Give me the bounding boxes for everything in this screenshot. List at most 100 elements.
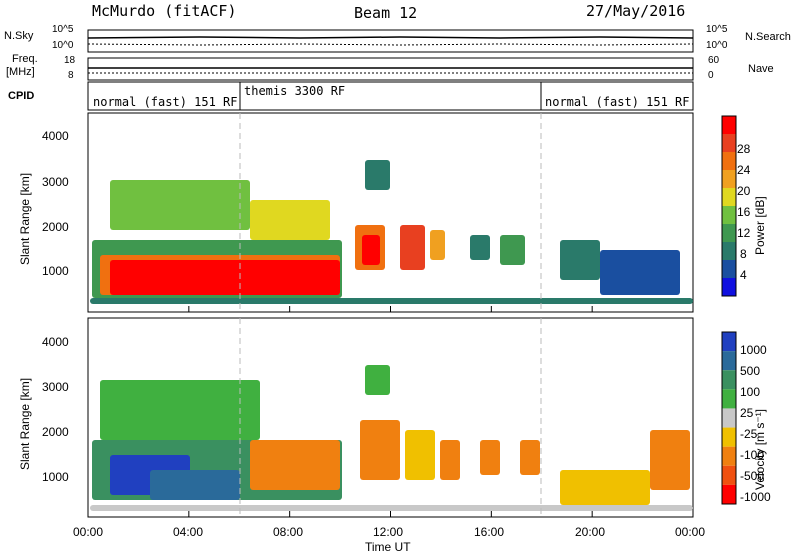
freq-panel: [87, 57, 694, 81]
power-return: [365, 160, 390, 190]
power-colorbar-swatch: [722, 206, 736, 224]
vel-cb-tick-m1000: -1000: [740, 490, 771, 504]
power-colorbar-swatch: [722, 170, 736, 188]
velocity-colorbar-frame: [721, 331, 737, 505]
velocity-colorbar-swatch: [722, 370, 736, 390]
velocity-ytick-3000: 3000: [42, 380, 69, 394]
power-ytick-4000: 4000: [42, 129, 69, 143]
vel-cb-tick-500: 500: [740, 364, 761, 378]
velocity-return: [560, 470, 650, 505]
power-ytick-2000: 2000: [42, 220, 69, 234]
power-return: [500, 235, 525, 265]
vel-cb-tick-m25: -25: [740, 427, 758, 441]
vel-cb-tick-100: 100: [740, 385, 761, 399]
power-return: [90, 298, 693, 304]
power-cb-tick-28: 28: [737, 142, 751, 156]
power-cb-tick-24: 24: [737, 163, 751, 177]
nave-label: Nave: [748, 63, 774, 75]
velocity-ylabel: Slant Range [km]: [18, 377, 32, 470]
nsky-tick-top: 10^5: [52, 24, 74, 35]
power-cb-tick-8: 8: [740, 247, 747, 261]
colorbars: [721, 115, 737, 505]
mode-label-1: normal (fast) 151 RF: [93, 95, 238, 109]
nave-tick-bottom: 0: [708, 70, 714, 81]
nsearch-tick-bottom: 10^0: [706, 40, 728, 51]
velocity-colorbar-swatch: [722, 484, 736, 504]
freq-tick-bottom: 8: [68, 70, 74, 81]
vel-cb-tick-m500: -500: [740, 469, 765, 483]
vel-cb-tick-25: 25: [740, 406, 754, 420]
velocity-return: [250, 440, 340, 490]
xtick-2400: 00:00: [675, 525, 706, 539]
velocity-colorbar-swatch: [722, 408, 736, 428]
power-cb-tick-12: 12: [737, 226, 751, 240]
velocity-return: [520, 440, 540, 475]
xtick-0400: 04:00: [173, 525, 204, 539]
velocity-return: [360, 420, 400, 480]
power-ylabel: Slant Range [km]: [18, 172, 32, 265]
xtick-2000: 20:00: [575, 525, 606, 539]
power-ytick-1000: 1000: [42, 264, 69, 278]
power-colorbar-swatch: [722, 152, 736, 170]
power-return: [400, 225, 425, 270]
velocity-ytick-4000: 4000: [42, 335, 69, 349]
freq-label: Freq.: [12, 53, 38, 65]
power-colorbar-frame: [721, 115, 737, 297]
power-return: [250, 200, 330, 240]
velocity-return: [150, 470, 240, 500]
velocity-return: [440, 440, 460, 480]
mode-label-3: normal (fast) 151 RF: [545, 95, 690, 109]
power-return: [560, 240, 600, 280]
velocity-ytick-1000: 1000: [42, 470, 69, 484]
power-colorbar-label: Power [dB]: [753, 196, 767, 255]
velocity-return: [100, 380, 260, 440]
power-return: [110, 260, 340, 295]
power-colorbar-swatch: [722, 278, 736, 296]
power-cb-tick-20: 20: [737, 184, 751, 198]
power-colorbar-swatch: [722, 260, 736, 278]
velocity-colorbar-swatch: [722, 465, 736, 485]
power-cb-tick-16: 16: [737, 205, 751, 219]
station-title: McMurdo (fitACF): [92, 2, 237, 20]
date-title: 27/May/2016: [586, 2, 686, 20]
power-colorbar-swatch: [722, 242, 736, 260]
velocity-return: [480, 440, 500, 475]
velocity-return: [405, 430, 435, 480]
xlabel: Time UT: [365, 540, 411, 554]
velocity-return: [90, 505, 693, 511]
power-ytick-3000: 3000: [42, 175, 69, 189]
nsky-panel: [87, 29, 694, 53]
power-colorbar-swatch: [722, 116, 736, 134]
velocity-colorbar-swatch: [722, 332, 736, 352]
velocity-return: [365, 365, 390, 395]
vel-cb-tick-1000: 1000: [740, 343, 767, 357]
nave-tick-top: 60: [708, 55, 720, 66]
power-return: [362, 235, 380, 265]
power-cb-tick-4: 4: [740, 268, 747, 282]
power-heatmap: [90, 160, 693, 304]
velocity-ytick-2000: 2000: [42, 425, 69, 439]
velocity-colorbar-swatch: [722, 351, 736, 371]
beam-title: Beam 12: [354, 4, 418, 22]
power-return: [470, 235, 490, 260]
cpid-panel: [87, 81, 694, 111]
power-return: [110, 180, 250, 230]
nsky-label: N.Sky: [4, 30, 34, 42]
freq-tick-top: 18: [64, 55, 76, 66]
freq-unit-label: [MHz]: [6, 66, 35, 78]
power-colorbar-swatch: [722, 134, 736, 152]
xtick-0000: 00:00: [73, 525, 104, 539]
nsearch-tick-top: 10^5: [706, 24, 728, 35]
xtick-1200: 12:00: [373, 525, 404, 539]
xtick-1600: 16:00: [474, 525, 505, 539]
velocity-colorbar-swatch: [722, 389, 736, 409]
power-return: [430, 230, 445, 260]
velocity-colorbar-swatch: [722, 446, 736, 466]
velocity-colorbar-swatch: [722, 427, 736, 447]
power-colorbar-swatch: [722, 188, 736, 206]
mode-label-2: themis 3300 RF: [244, 84, 346, 98]
velocity-return: [650, 430, 690, 490]
power-return: [600, 250, 680, 295]
vel-cb-tick-m100: -100: [740, 448, 765, 462]
xtick-0800: 08:00: [273, 525, 304, 539]
